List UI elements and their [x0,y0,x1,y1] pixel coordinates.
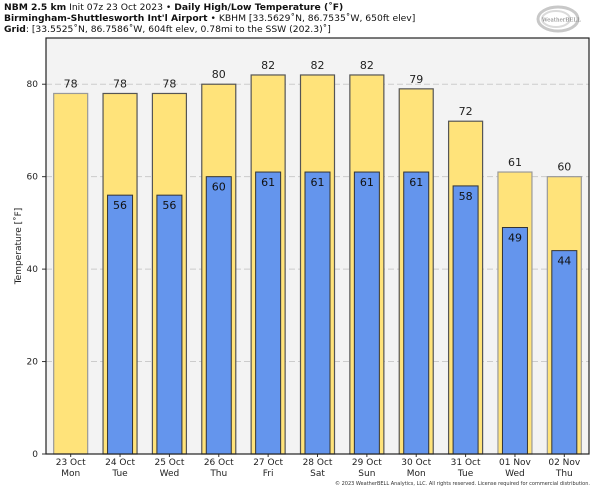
x-tick-label-date: 26 Oct [204,458,234,468]
x-tick-label-day: Wed [160,469,180,479]
low-label: 61 [311,176,325,189]
grid-label: Grid [4,24,26,35]
x-tick-label-date: 30 Oct [401,458,431,468]
low-label: 61 [409,176,423,189]
low-bar [304,171,331,455]
low-bar [501,227,528,455]
x-tick-label-day: Thu [555,469,573,479]
high-label: 72 [459,105,473,118]
header-line-3: Grid: [33.5525˚N, 86.7586˚W, 604ft elev,… [4,24,331,35]
x-tick-label-day: Fri [263,469,274,479]
logo-swirl-inner-icon [541,10,571,28]
chart-title: Daily High/Low Temperature (˚F) [174,2,344,13]
high-label: 78 [162,77,176,90]
high-label: 82 [360,59,374,72]
x-tick-label-date: 01 Nov [499,458,532,468]
model-name: NBM 2.5 km [4,2,67,13]
y-tick-label: 20 [27,358,39,368]
init-time: Init 07z 23 Oct 2023 [69,2,163,13]
x-tick-label-date: 23 Oct [56,458,86,468]
separator: • [207,13,219,24]
x-tick-label-day: Thu [209,469,227,479]
high-label: 82 [311,59,325,72]
low-bar [403,171,430,455]
low-label: 61 [261,176,275,189]
high-label: 61 [508,156,522,169]
x-tick-label-date: 24 Oct [105,458,135,468]
y-tick-label: 40 [27,265,39,275]
x-tick-label-date: 02 Nov [548,458,581,468]
separator: • [162,2,175,13]
bars [53,74,582,455]
x-tick-label-date: 27 Oct [253,458,283,468]
low-label: 56 [113,199,127,212]
high-label: 80 [212,68,226,81]
high-label: 79 [409,73,423,86]
low-label: 61 [360,176,374,189]
header-line-1: NBM 2.5 km Init 07z 23 Oct 2023 • Daily … [4,2,343,13]
high-label: 78 [64,77,78,90]
value-labels: 78 78 56 78 56 80 60 82 61 82 61 82 61 79 61 72 58 61 49 60… [64,59,572,268]
y-axis-title: Temperature [˚F] [13,208,24,286]
x-tick-label-day: Sat [310,469,325,479]
x-tick-label-day: Wed [505,469,525,479]
low-label: 60 [212,181,226,194]
low-label: 56 [162,199,176,212]
low-bar [452,185,479,455]
high-bar [53,92,89,455]
weatherbell-logo: WeatherBELL [536,5,581,33]
low-bar [551,250,578,455]
low-bar [156,194,183,455]
low-label: 49 [508,232,522,245]
x-tick-label-date: 31 Oct [451,458,481,468]
x-tick-label-day: Tue [457,469,474,479]
x-tick-label-day: Mon [407,469,426,479]
header-line-2: Birmingham-Shuttlesworth Int'l Airport •… [4,13,415,24]
low-label: 58 [459,190,473,203]
copyright-notice: © 2023 WeatherBELL Analytics, LLC. All r… [335,481,590,487]
station-name: Birmingham-Shuttlesworth Int'l Airport [4,13,208,24]
logo-swirl-icon [536,5,580,33]
low-bar [353,171,380,455]
low-bar [205,176,232,455]
y-tick-label: 0 [32,450,38,460]
low-label: 44 [557,255,571,268]
x-tick-label-day: Tue [111,469,128,479]
station-detail: KBHM [33.5629˚N, 86.7535˚W, 650ft elev] [218,13,416,24]
high-label: 82 [261,59,275,72]
plot-frame [45,37,590,455]
high-label: 78 [113,77,127,90]
x-tick-label-day: Mon [61,469,80,479]
x-tick-label-date: 28 Oct [303,458,333,468]
low-bar [255,171,282,455]
y-tick-label: 60 [27,173,39,183]
logo-text: WeatherBELL [542,18,581,24]
high-label: 60 [557,161,571,174]
low-bar [107,194,134,455]
grid-detail: : [33.5525˚N, 86.7586˚W, 604ft elev, 0.7… [25,24,331,35]
x-tick-label-day: Sun [358,469,375,479]
x-tick-label-date: 29 Oct [352,458,382,468]
y-tick-label: 80 [27,80,39,90]
x-tick-label-date: 25 Oct [154,458,184,468]
